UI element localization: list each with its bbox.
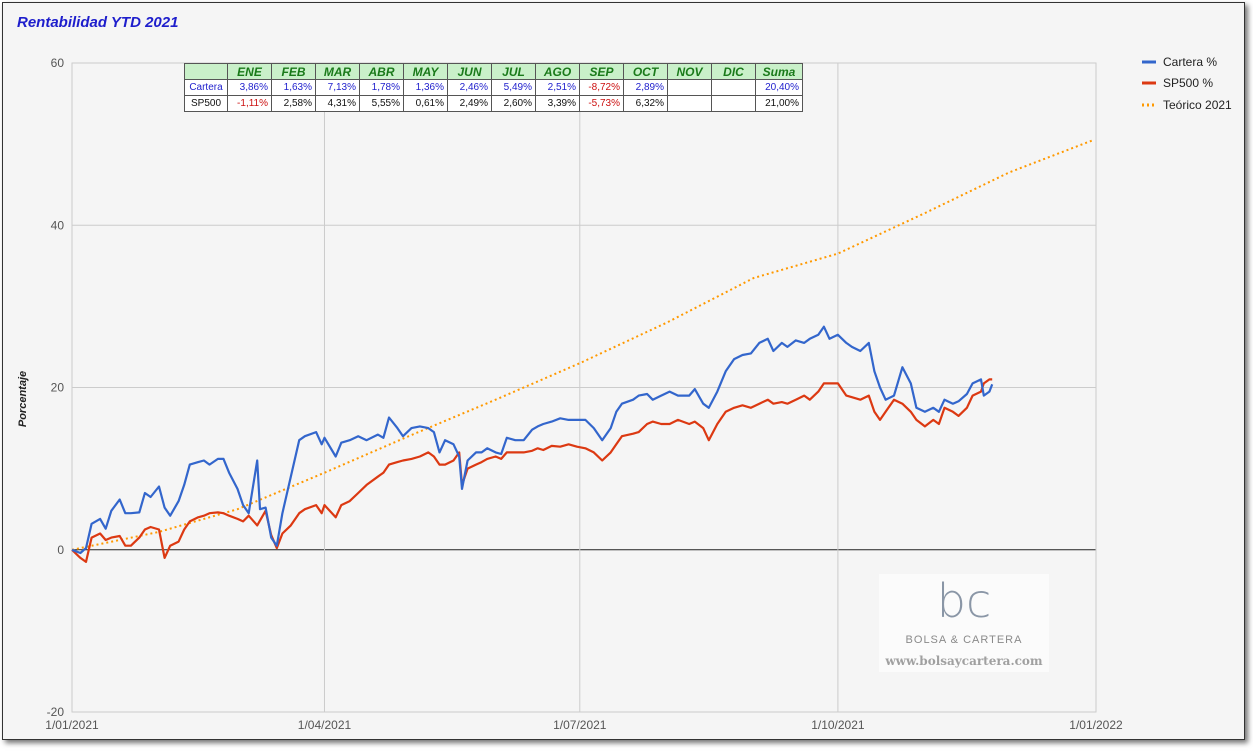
table-cell: 2,58% — [271, 95, 316, 112]
table-header-cell: MAR — [315, 63, 360, 80]
y-tick-label: 20 — [51, 381, 65, 395]
table-header-cell: Suma — [755, 63, 803, 80]
table-header-row: ENE FEB MAR ABR MAY JUN JUL AGO SEP OCT … — [184, 63, 803, 80]
table-header-cell: ENE — [227, 63, 272, 80]
table-header-cell: JUN — [447, 63, 492, 80]
watermark-logo: bc BOLSA & CARTERA www.bolsaycartera.com — [879, 574, 1049, 672]
table-cell: 2,46% — [447, 79, 492, 96]
legend-item-cartera-label: Cartera % — [1163, 55, 1217, 69]
table-header-cell: NOV — [667, 63, 712, 80]
table-cell-sum: 20,40% — [755, 79, 803, 96]
table-cell: -5,73% — [579, 95, 624, 112]
table-header-cell: MAY — [403, 63, 448, 80]
table-header-cell: FEB — [271, 63, 316, 80]
cartera-line — [71, 325, 994, 555]
logo-mark: bc — [936, 574, 992, 628]
table-cell: 2,89% — [623, 79, 668, 96]
y-tick-label: 0 — [57, 543, 64, 557]
table-cell — [667, 95, 712, 112]
y-tick-label: -20 — [47, 705, 65, 719]
table-cell: 1,78% — [359, 79, 404, 96]
table-header-cell: ABR — [359, 63, 404, 80]
table-cell: 1,63% — [271, 79, 316, 96]
table-cell: 5,55% — [359, 95, 404, 112]
y-tick-label: 60 — [51, 56, 65, 70]
table-cell — [667, 79, 712, 96]
table-cell: 7,13% — [315, 79, 360, 96]
sp500-line — [71, 378, 993, 564]
x-tick-label: 1/07/2021 — [553, 718, 607, 732]
table-cell: 0,61% — [403, 95, 448, 112]
table-cell: 3,39% — [535, 95, 580, 112]
table-header-corner — [184, 63, 228, 80]
table-header-cell: DIC — [711, 63, 756, 80]
x-tick-label: 1/01/2021 — [45, 718, 99, 732]
table-cell: -1,11% — [227, 95, 272, 112]
chart-title: Rentabilidad YTD 2021 — [17, 14, 179, 31]
table-cell: 2,60% — [491, 95, 536, 112]
logo-url: www.bolsaycartera.com — [885, 654, 1043, 668]
table-cell: 4,31% — [315, 95, 360, 112]
table-header-cell: JUL — [491, 63, 536, 80]
table-cell — [711, 79, 756, 96]
legend-item-sp500-label: SP500 % — [1163, 76, 1213, 90]
table-cell — [711, 95, 756, 112]
table-cell: 3,86% — [227, 79, 272, 96]
teorico-line — [71, 139, 1094, 551]
table-cell-sum: 21,00% — [755, 95, 803, 112]
table-cell: 2,49% — [447, 95, 492, 112]
table-cell: 2,51% — [535, 79, 580, 96]
row-label: SP500 — [184, 95, 228, 112]
table-header-cell: OCT — [623, 63, 668, 80]
x-tick-label: 1/04/2021 — [298, 718, 352, 732]
table-cell: 5,49% — [491, 79, 536, 96]
x-tick-label: 1/01/2022 — [1069, 718, 1123, 732]
table-header-cell: AGO — [535, 63, 580, 80]
table-cell: -8,72% — [579, 79, 624, 96]
table-row-sp500: SP500 -1,11% 2,58% 4,31% 5,55% 0,61% 2,4… — [184, 95, 803, 112]
table-cell: 6,32% — [623, 95, 668, 112]
table-cell: 1,36% — [403, 79, 448, 96]
table-header-cell: SEP — [579, 63, 624, 80]
logo-name: BOLSA & CARTERA — [905, 634, 1023, 646]
legend-item-teorico-label: Teórico 2021 — [1163, 98, 1232, 112]
table-row-cartera: Cartera 3,86% 1,63% 7,13% 1,78% 1,36% 2,… — [184, 79, 803, 96]
monthly-returns-table: ENE FEB MAR ABR MAY JUN JUL AGO SEP OCT … — [184, 63, 803, 112]
y-tick-label: 40 — [51, 218, 65, 232]
row-label: Cartera — [184, 79, 228, 96]
x-tick-label: 1/10/2021 — [811, 718, 865, 732]
